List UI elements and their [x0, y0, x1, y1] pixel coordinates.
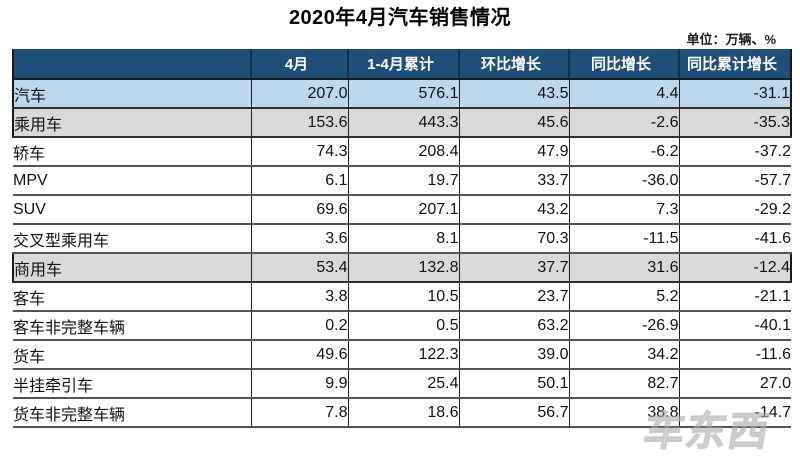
col-header-yoy-cumulative-growth: 同比累计增长: [678, 49, 792, 80]
value-cell: -35.3: [678, 108, 792, 138]
value-cell: 6.1: [250, 166, 348, 196]
value-cell: 50.1: [458, 369, 569, 399]
value-cell: 9.9: [250, 369, 348, 399]
value-cell: 207.0: [250, 79, 348, 109]
value-cell: 63.2: [458, 311, 569, 341]
col-header-yoy-growth: 同比增长: [568, 49, 679, 80]
value-cell: 3.6: [250, 224, 348, 254]
table-row-suv: SUV 69.6 207.1 43.2 7.3 -29.2: [13, 195, 791, 225]
value-cell: 0.5: [347, 311, 459, 341]
row-label: MPV: [13, 166, 251, 196]
table-row-truck: 货车 49.6 122.3 39.0 34.2 -11.6: [13, 340, 791, 370]
value-cell: 576.1: [347, 79, 459, 109]
value-cell: 53.4: [250, 253, 348, 283]
value-cell: 47.9: [458, 137, 569, 167]
row-label: 货车: [13, 340, 251, 370]
value-cell: 5.2: [568, 282, 679, 312]
value-cell: 19.7: [347, 166, 459, 196]
value-cell: 34.2: [568, 340, 679, 370]
value-cell: 18.6: [347, 398, 459, 428]
table-row-bus-incomplete: 客车非完整车辆 0.2 0.5 63.2 -26.9 -40.1: [13, 311, 791, 341]
value-cell: 37.7: [458, 253, 569, 283]
value-cell: 38.8: [568, 398, 679, 428]
col-header-label: [12, 49, 251, 80]
value-cell: -40.1: [678, 311, 791, 341]
value-cell: 8.1: [347, 224, 459, 254]
value-cell: 74.3: [250, 137, 348, 167]
table-header-row: 4月 1-4月累计 环比增长 同比增长 同比累计增长: [12, 49, 792, 80]
sales-table: 4月 1-4月累计 环比增长 同比增长 同比累计增长 汽车 207.0 576.…: [12, 49, 792, 428]
value-cell: 23.7: [458, 282, 569, 312]
value-cell: 0.2: [250, 311, 348, 341]
value-cell: 39.0: [458, 340, 569, 370]
table-row-sedan: 轿车 74.3 208.4 47.9 -6.2 -37.2: [13, 137, 791, 167]
value-cell: 70.3: [458, 224, 569, 254]
value-cell: 10.5: [347, 282, 459, 312]
value-cell: 43.5: [458, 79, 569, 109]
value-cell: 153.6: [250, 108, 348, 138]
row-label: 客车: [13, 282, 251, 312]
value-cell: 7.8: [250, 398, 348, 428]
table-row-semi-trailer-tractor: 半挂牵引车 9.9 25.4 50.1 82.7 27.0: [13, 369, 791, 399]
value-cell: 3.8: [250, 282, 348, 312]
value-cell: -21.1: [678, 282, 791, 312]
value-cell: -37.2: [678, 137, 791, 167]
row-label: 半挂牵引车: [13, 369, 251, 399]
unit-note: 单位：万辆、%: [686, 32, 776, 47]
value-cell: -14.7: [678, 398, 791, 428]
row-label: SUV: [13, 195, 251, 225]
table-row-passenger-vehicles: 乘用车 153.6 443.3 45.6 -2.6 -35.3: [12, 108, 792, 138]
col-header-mom-growth: 环比增长: [458, 49, 569, 80]
value-cell: 25.4: [347, 369, 459, 399]
value-cell: -41.6: [678, 224, 791, 254]
row-label: 轿车: [13, 137, 251, 167]
row-label: 货车非完整车辆: [13, 398, 251, 428]
table-row-commercial-vehicles: 商用车 53.4 132.8 37.7 31.6 -12.4: [12, 253, 792, 283]
value-cell: 207.1: [347, 195, 459, 225]
value-cell: -57.7: [678, 166, 791, 196]
value-cell: 122.3: [347, 340, 459, 370]
value-cell: -26.9: [568, 311, 679, 341]
table-row-mpv: MPV 6.1 19.7 33.7 -36.0 -57.7: [13, 166, 791, 196]
value-cell: 7.3: [568, 195, 679, 225]
value-cell: -31.1: [678, 79, 792, 109]
value-cell: 45.6: [458, 108, 569, 138]
value-cell: 443.3: [347, 108, 459, 138]
value-cell: 33.7: [458, 166, 569, 196]
value-cell: 69.6: [250, 195, 348, 225]
value-cell: 31.6: [568, 253, 679, 283]
row-label: 汽车: [12, 79, 251, 109]
table-row-crossover: 交叉型乘用车 3.6 8.1 70.3 -11.5 -41.6: [13, 224, 791, 254]
row-label: 商用车: [12, 253, 251, 283]
value-cell: -12.4: [678, 253, 792, 283]
table-row-truck-incomplete: 货车非完整车辆 7.8 18.6 56.7 38.8 -14.7: [13, 398, 791, 428]
value-cell: -6.2: [568, 137, 679, 167]
col-header-april: 4月: [250, 49, 348, 80]
value-cell: 43.2: [458, 195, 569, 225]
row-label: 交叉型乘用车: [13, 224, 251, 254]
value-cell: -11.5: [568, 224, 679, 254]
value-cell: 132.8: [347, 253, 459, 283]
value-cell: -29.2: [678, 195, 791, 225]
table-row-total-autos: 汽车 207.0 576.1 43.5 4.4 -31.1: [12, 79, 792, 109]
value-cell: -2.6: [568, 108, 679, 138]
row-label: 乘用车: [12, 108, 251, 138]
value-cell: 82.7: [568, 369, 679, 399]
value-cell: 56.7: [458, 398, 569, 428]
value-cell: 208.4: [347, 137, 459, 167]
row-label: 客车非完整车辆: [13, 311, 251, 341]
value-cell: 49.6: [250, 340, 348, 370]
value-cell: 4.4: [568, 79, 679, 109]
value-cell: 27.0: [678, 369, 791, 399]
value-cell: -36.0: [568, 166, 679, 196]
value-cell: -11.6: [678, 340, 791, 370]
col-header-cumulative: 1-4月累计: [347, 49, 459, 80]
table-row-bus: 客车 3.8 10.5 23.7 5.2 -21.1: [13, 282, 791, 312]
page-title: 2020年4月汽车销售情况: [288, 7, 512, 29]
